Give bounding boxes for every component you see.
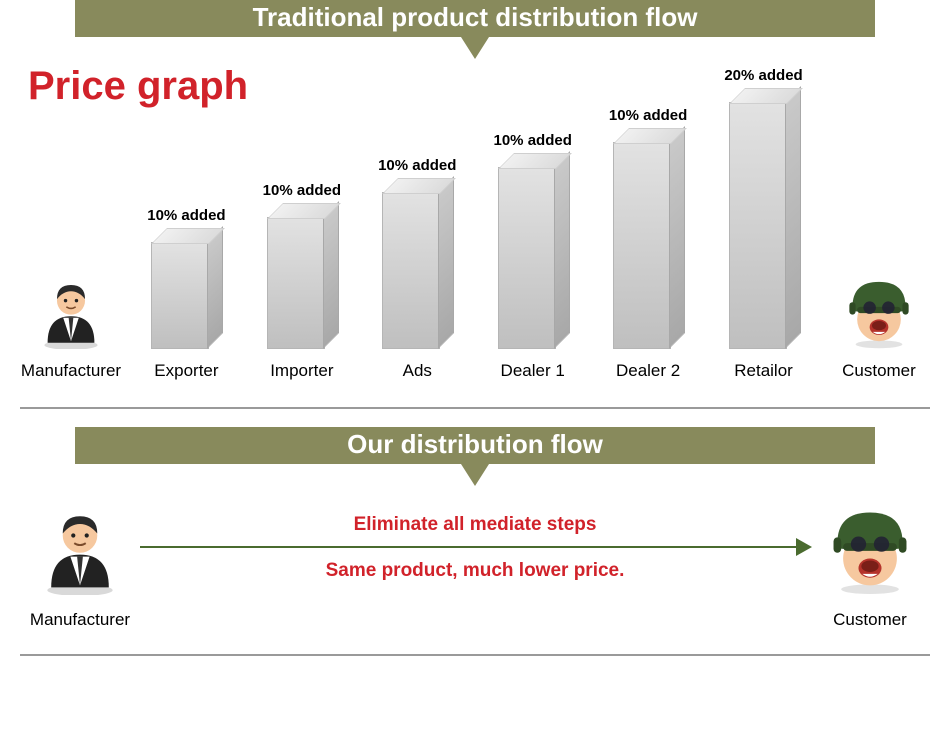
chart-bar-dealer-1: 10% added (482, 132, 584, 349)
chart-x-label: Dealer 2 (597, 361, 699, 381)
chart-x-label: Customer (828, 361, 930, 381)
chart-x-label: Exporter (135, 361, 237, 381)
chart-x-label: Manufacturer (20, 361, 122, 381)
our-flow-center: Eliminate all mediate steps Same product… (140, 492, 810, 602)
bar-3d (151, 230, 221, 349)
section-divider-2 (20, 654, 930, 656)
bar-add-label: 10% added (147, 207, 225, 224)
arrow-down-our-flow (461, 464, 489, 486)
chart-customer (828, 271, 930, 349)
our-flow-customer (810, 499, 930, 595)
customer-icon (822, 499, 918, 595)
bar-3d (498, 155, 568, 349)
manufacturer-icon (32, 499, 128, 595)
banner-traditional-text: Traditional product distribution flow (253, 2, 698, 32)
our-flow-manufacturer-label: Manufacturer (20, 610, 140, 630)
our-flow-manufacturer (20, 499, 140, 595)
customer-icon (840, 271, 918, 349)
chart-x-label: Ads (366, 361, 468, 381)
our-flow-line2: Same product, much lower price. (140, 560, 810, 582)
chart-bar-dealer-2: 10% added (597, 107, 699, 349)
banner-our-flow: Our distribution flow (75, 427, 875, 464)
bar-add-label: 10% added (263, 182, 341, 199)
our-flow-customer-label: Customer (810, 610, 930, 630)
our-flow-arrow-line (140, 546, 810, 548)
chart-bar-exporter: 10% added (135, 207, 237, 349)
chart-x-label: Importer (251, 361, 353, 381)
bar-add-label: 10% added (378, 157, 456, 174)
chart-bar-ads: 10% added (366, 157, 468, 349)
our-flow-arrow-head (796, 538, 812, 556)
bar-3d (382, 180, 452, 349)
chart-manufacturer (20, 271, 122, 349)
banner-traditional: Traditional product distribution flow (75, 0, 875, 37)
price-chart: 10% added 10% added 10% added 10% added 10% … (20, 89, 930, 381)
chart-x-label: Dealer 1 (482, 361, 584, 381)
bar-3d (613, 130, 683, 349)
chart-bar-importer: 10% added (251, 182, 353, 349)
our-flow-diagram: Eliminate all mediate steps Same product… (20, 492, 930, 630)
bar-3d (729, 90, 799, 349)
chart-bar-retailor: 20% added (713, 67, 815, 349)
bar-add-label: 10% added (494, 132, 572, 149)
chart-x-label: Retailor (713, 361, 815, 381)
arrow-down-traditional (461, 37, 489, 59)
bar-3d (267, 205, 337, 349)
manufacturer-icon (32, 271, 110, 349)
bar-add-label: 10% added (609, 107, 687, 124)
banner-our-flow-text: Our distribution flow (347, 429, 603, 459)
bar-add-label: 20% added (724, 67, 802, 84)
our-flow-line1: Eliminate all mediate steps (140, 514, 810, 536)
